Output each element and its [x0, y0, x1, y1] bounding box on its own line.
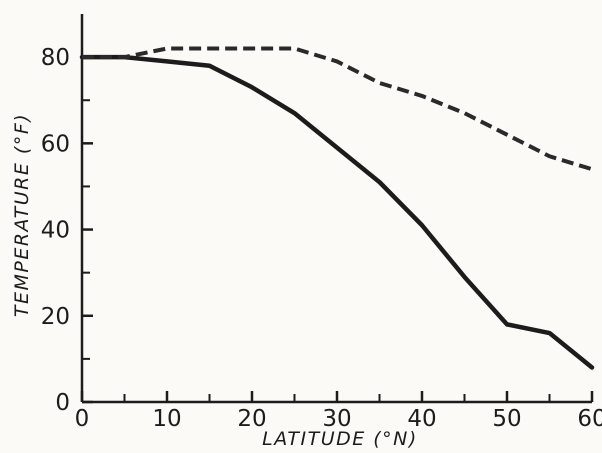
- x-ticks: 0 10 20 30 40 50 60: [75, 391, 602, 432]
- series-layer: [79, 46, 595, 370]
- x-tick-label: 0: [75, 406, 90, 432]
- solid-series-line: [79, 54, 595, 370]
- y-ticks: 0 20 40 60 80: [41, 45, 93, 416]
- x-tick-label: 30: [322, 406, 351, 432]
- y-tick-label: 40: [41, 218, 70, 244]
- y-tick-label: 80: [41, 45, 70, 71]
- y-tick-label: 60: [41, 131, 70, 157]
- y-tick-label: 0: [55, 390, 70, 416]
- y-axis-title: TEMPERATURE (°F): [11, 113, 33, 317]
- x-tick-label: 60: [577, 406, 602, 432]
- x-tick-label: 50: [492, 406, 521, 432]
- x-tick-label: 10: [152, 406, 181, 432]
- dashed-series-line: [82, 46, 593, 172]
- chart-axes: 0 20 40 60 80 0 10 20 30 40 50 60: [41, 14, 602, 432]
- x-tick-label: 40: [407, 406, 436, 432]
- x-tick-label: 20: [237, 406, 266, 432]
- x-axis-title: LATITUDE (°N): [262, 428, 418, 450]
- y-tick-label: 20: [41, 304, 70, 330]
